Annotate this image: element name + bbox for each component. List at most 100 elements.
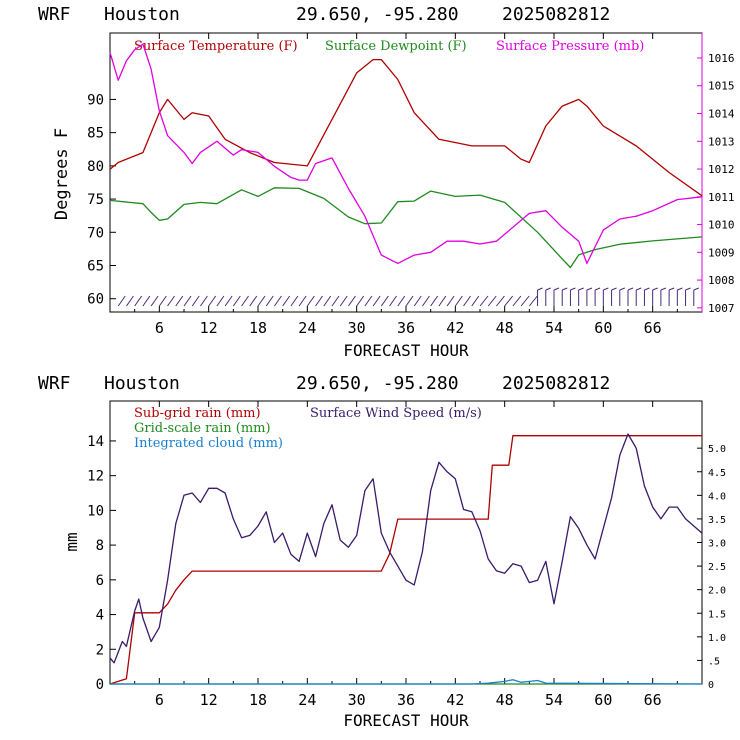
x-tick-label: 18 — [249, 319, 267, 337]
y2-tick-label: 2.5 — [708, 562, 726, 573]
legend-grid-rain: Grid-scale rain (mm) — [134, 421, 271, 436]
wind-barb — [158, 295, 167, 307]
wind-barb — [290, 295, 299, 307]
wind-barb — [512, 295, 522, 307]
legend-dewpoint: Surface Dewpoint (F) — [325, 39, 467, 54]
wind-barb — [134, 295, 143, 307]
x-tick-label: 18 — [249, 691, 267, 709]
wind-barb — [191, 295, 200, 307]
y-axis-label-2: mm — [62, 532, 81, 551]
x-tick-label: 66 — [644, 691, 662, 709]
x-tick-label: 36 — [397, 691, 415, 709]
x-tick-label: 24 — [298, 319, 316, 337]
x-axis-ticks-2: 6 12 18 24 30 36 42 48 54 60 66 — [134, 401, 678, 709]
wind-barb — [274, 295, 282, 307]
wind-barb-flag — [570, 287, 576, 291]
wind-barb — [282, 295, 291, 307]
panel-temperature: WRF Houston 29.650, -95.280 2025082812 S… — [38, 4, 735, 360]
wind-barb-flag — [594, 287, 601, 291]
wind-barb — [397, 295, 406, 307]
wind-barb — [142, 295, 151, 307]
wind-barb — [348, 295, 356, 307]
wind-barb — [265, 295, 274, 307]
wind-barb-flag — [553, 287, 560, 291]
wind-barb — [430, 295, 439, 307]
x-tick-label: 60 — [594, 691, 612, 709]
wind-barb — [339, 295, 348, 307]
y2-tick-label: 1012 — [708, 163, 735, 176]
y2-tick-label: 1016 — [708, 52, 735, 65]
wind-barb — [372, 295, 381, 307]
wind-barb — [315, 295, 323, 307]
series-line-dewpoint — [109, 187, 703, 269]
wind-barb — [224, 295, 233, 307]
x-tick-label: 66 — [644, 319, 662, 337]
wind-barbs — [117, 287, 699, 307]
wind-barb — [175, 295, 184, 307]
wind-barb — [389, 295, 397, 307]
y2-tick-label: 1013 — [708, 135, 735, 148]
y-tick-label: 60 — [87, 292, 104, 308]
y-tick-label: 0 — [96, 677, 104, 693]
panel-precipitation: WRF Houston 29.650, -95.280 2025082812 S… — [38, 373, 726, 730]
x-tick-label: 24 — [298, 691, 316, 709]
wind-barb — [331, 295, 340, 307]
wind-barb — [117, 295, 126, 307]
wind-barb-flag — [627, 287, 634, 291]
wind-barb-flag — [611, 287, 617, 291]
wind-barb — [150, 295, 159, 307]
wind-barb — [216, 295, 225, 307]
wind-barb-flag — [685, 287, 691, 291]
y-tick-label: 10 — [87, 503, 104, 519]
init-time-label: 2025082812 — [502, 4, 610, 25]
legend-cloud: Integrated cloud (mm) — [134, 436, 283, 451]
plot-series — [109, 43, 703, 269]
wind-axis-ticks: 0 .5 1.0 1.5 2.0 2.5 3.0 3.5 4.0 4.5 5.0 — [697, 444, 726, 691]
y-axis-ticks: 60 65 70 75 80 85 90 — [87, 92, 116, 308]
x-tick-label: 30 — [348, 691, 366, 709]
y2-tick-label: 1014 — [708, 108, 735, 121]
wind-barb — [422, 295, 430, 307]
wind-barb — [446, 295, 455, 307]
wind-barb — [487, 295, 497, 307]
x-tick-label: 6 — [155, 319, 164, 337]
wind-barb-flag — [545, 287, 551, 291]
y-tick-label: 12 — [87, 469, 104, 485]
wind-barb — [471, 295, 480, 307]
wind-barb — [167, 295, 175, 307]
x-tick-label: 60 — [594, 319, 612, 337]
wind-barb — [241, 295, 249, 307]
y2-tick-label: .5 — [708, 656, 720, 667]
model-label-2: WRF — [38, 373, 71, 394]
model-label: WRF — [38, 4, 71, 25]
series-line-subgrid-rain — [109, 435, 702, 685]
x-tick-label: 54 — [545, 691, 563, 709]
series-line-pressure — [109, 43, 703, 265]
x-axis-label: FORECAST HOUR — [343, 341, 469, 360]
wind-barb-flag — [668, 287, 675, 291]
wind-barb — [479, 295, 489, 307]
y2-tick-label: 1015 — [708, 80, 735, 93]
y2-tick-label: 1011 — [708, 191, 735, 204]
x-tick-label: 36 — [397, 319, 415, 337]
y-tick-label: 70 — [87, 225, 104, 241]
wind-barb — [405, 295, 414, 307]
wind-barb — [232, 295, 241, 307]
x-axis-label-2: FORECAST HOUR — [343, 711, 469, 730]
x-tick-label: 30 — [348, 319, 366, 337]
x-tick-label: 48 — [496, 319, 514, 337]
y-axis-ticks-2: 0 2 4 6 8 10 12 14 — [87, 434, 116, 693]
legend-temperature: Surface Temperature (F) — [134, 39, 298, 54]
wind-barb — [183, 295, 192, 307]
wind-barb-flag — [677, 287, 683, 291]
series-line-temp — [109, 58, 703, 197]
wind-barb — [438, 295, 447, 307]
wind-barb-flag — [636, 287, 642, 291]
wind-barb-flag — [693, 287, 699, 291]
x-tick-label: 12 — [200, 319, 218, 337]
y2-tick-label: 0 — [708, 680, 714, 691]
wind-barb — [306, 295, 315, 307]
wind-barb-flag — [537, 287, 543, 291]
station-label-2: Houston — [104, 373, 180, 394]
